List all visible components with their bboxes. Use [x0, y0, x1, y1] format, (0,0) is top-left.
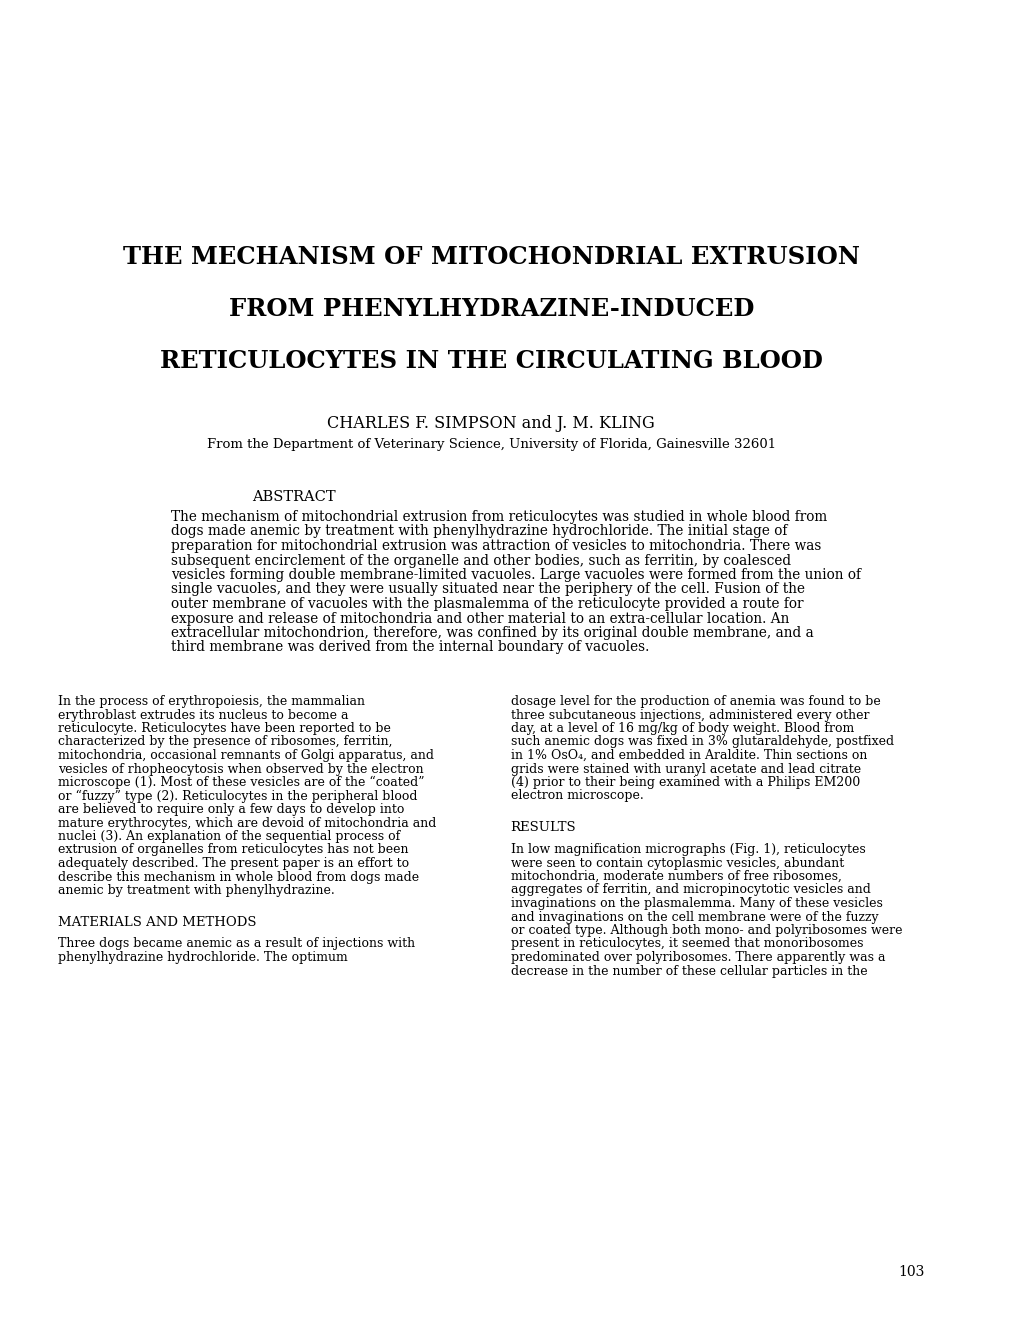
Text: adequately described. The present paper is an effort to: adequately described. The present paper … [58, 857, 409, 871]
Text: aggregates of ferritin, and micropinocytotic vesicles and: aggregates of ferritin, and micropinocyt… [511, 884, 869, 897]
Text: FROM PHENYLHYDRAZINE-INDUCED: FROM PHENYLHYDRAZINE-INDUCED [228, 297, 753, 321]
Text: outer membrane of vacuoles with the plasmalemma of the reticulocyte provided a r: outer membrane of vacuoles with the plas… [171, 598, 803, 611]
Text: vesicles of rhopheocytosis when observed by the electron: vesicles of rhopheocytosis when observed… [58, 762, 423, 776]
Text: invaginations on the plasmalemma. Many of these vesicles: invaginations on the plasmalemma. Many o… [511, 897, 881, 910]
Text: The mechanism of mitochondrial extrusion from reticulocytes was studied in whole: The mechanism of mitochondrial extrusion… [171, 510, 826, 524]
Text: nuclei (3). An explanation of the sequential process of: nuclei (3). An explanation of the sequen… [58, 830, 399, 843]
Text: are believed to require only a few days to develop into: are believed to require only a few days … [58, 803, 404, 816]
Text: such anemic dogs was fixed in 3% glutaraldehyde, postfixed: such anemic dogs was fixed in 3% glutara… [511, 736, 893, 748]
Text: third membrane was derived from the internal boundary of vacuoles.: third membrane was derived from the inte… [171, 641, 649, 654]
Text: three subcutaneous injections, administered every other: three subcutaneous injections, administe… [511, 708, 868, 721]
Text: erythroblast extrudes its nucleus to become a: erythroblast extrudes its nucleus to bec… [58, 708, 347, 721]
Text: dosage level for the production of anemia was found to be: dosage level for the production of anemi… [511, 695, 879, 708]
Text: CHARLES F. SIMPSON and J. M. KLING: CHARLES F. SIMPSON and J. M. KLING [327, 415, 654, 433]
Text: and invaginations on the cell membrane were of the fuzzy: and invaginations on the cell membrane w… [511, 910, 877, 923]
Text: grids were stained with uranyl acetate and lead citrate: grids were stained with uranyl acetate a… [511, 762, 860, 776]
Text: single vacuoles, and they were usually situated near the periphery of the cell. : single vacuoles, and they were usually s… [171, 583, 805, 596]
Text: in 1% OsO₄, and embedded in Araldite. Thin sections on: in 1% OsO₄, and embedded in Araldite. Th… [511, 749, 866, 762]
Text: were seen to contain cytoplasmic vesicles, abundant: were seen to contain cytoplasmic vesicle… [511, 856, 843, 869]
Text: Three dogs became anemic as a result of injections with: Three dogs became anemic as a result of … [58, 938, 415, 951]
Text: In low magnification micrographs (Fig. 1), reticulocytes: In low magnification micrographs (Fig. 1… [511, 843, 864, 856]
Text: In the process of erythropoiesis, the mammalian: In the process of erythropoiesis, the ma… [58, 695, 365, 708]
Text: From the Department of Veterinary Science, University of Florida, Gainesville 32: From the Department of Veterinary Scienc… [207, 438, 775, 451]
Text: describe this mechanism in whole blood from dogs made: describe this mechanism in whole blood f… [58, 871, 419, 884]
Text: mitochondria, moderate numbers of free ribosomes,: mitochondria, moderate numbers of free r… [511, 871, 841, 882]
Text: extrusion of organelles from reticulocytes has not been: extrusion of organelles from reticulocyt… [58, 843, 408, 856]
Text: microscope (1). Most of these vesicles are of the “coated”: microscope (1). Most of these vesicles a… [58, 776, 424, 789]
Text: MATERIALS AND METHODS: MATERIALS AND METHODS [58, 915, 256, 929]
Text: (4) prior to their being examined with a Philips EM200: (4) prior to their being examined with a… [511, 776, 859, 789]
Text: day, at a level of 16 mg/kg of body weight. Blood from: day, at a level of 16 mg/kg of body weig… [511, 721, 853, 735]
Text: preparation for mitochondrial extrusion was attraction of vesicles to mitochondr: preparation for mitochondrial extrusion … [171, 539, 821, 553]
Text: dogs made anemic by treatment with phenylhydrazine hydrochloride. The initial st: dogs made anemic by treatment with pheny… [171, 525, 787, 538]
Text: anemic by treatment with phenylhydrazine.: anemic by treatment with phenylhydrazine… [58, 884, 334, 897]
Text: vesicles forming double membrane-limited vacuoles. Large vacuoles were formed fr: vesicles forming double membrane-limited… [171, 568, 861, 582]
Text: ABSTRACT: ABSTRACT [252, 489, 335, 504]
Text: subsequent encirclement of the organelle and other bodies, such as ferritin, by : subsequent encirclement of the organelle… [171, 554, 791, 567]
Text: predominated over polyribosomes. There apparently was a: predominated over polyribosomes. There a… [511, 951, 884, 964]
Text: reticulocyte. Reticulocytes have been reported to be: reticulocyte. Reticulocytes have been re… [58, 721, 390, 735]
Text: RETICULOCYTES IN THE CIRCULATING BLOOD: RETICULOCYTES IN THE CIRCULATING BLOOD [160, 350, 822, 373]
Text: or “fuzzy” type (2). Reticulocytes in the peripheral blood: or “fuzzy” type (2). Reticulocytes in th… [58, 790, 417, 803]
Text: mature erythrocytes, which are devoid of mitochondria and: mature erythrocytes, which are devoid of… [58, 816, 436, 830]
Text: decrease in the number of these cellular particles in the: decrease in the number of these cellular… [511, 964, 866, 977]
Text: 103: 103 [898, 1265, 924, 1279]
Text: or coated type. Although both mono- and polyribosomes were: or coated type. Although both mono- and … [511, 925, 901, 936]
Text: extracellular mitochondrion, therefore, was confined by its original double memb: extracellular mitochondrion, therefore, … [171, 627, 813, 640]
Text: THE MECHANISM OF MITOCHONDRIAL EXTRUSION: THE MECHANISM OF MITOCHONDRIAL EXTRUSION [122, 245, 859, 269]
Text: phenylhydrazine hydrochloride. The optimum: phenylhydrazine hydrochloride. The optim… [58, 951, 347, 964]
Text: present in reticulocytes, it seemed that monoribosomes: present in reticulocytes, it seemed that… [511, 938, 862, 951]
Text: characterized by the presence of ribosomes, ferritin,: characterized by the presence of ribosom… [58, 736, 392, 748]
Text: exposure and release of mitochondria and other material to an extra-cellular loc: exposure and release of mitochondria and… [171, 612, 789, 625]
Text: RESULTS: RESULTS [511, 820, 576, 834]
Text: electron microscope.: electron microscope. [511, 790, 643, 802]
Text: mitochondria, occasional remnants of Golgi apparatus, and: mitochondria, occasional remnants of Gol… [58, 749, 433, 762]
